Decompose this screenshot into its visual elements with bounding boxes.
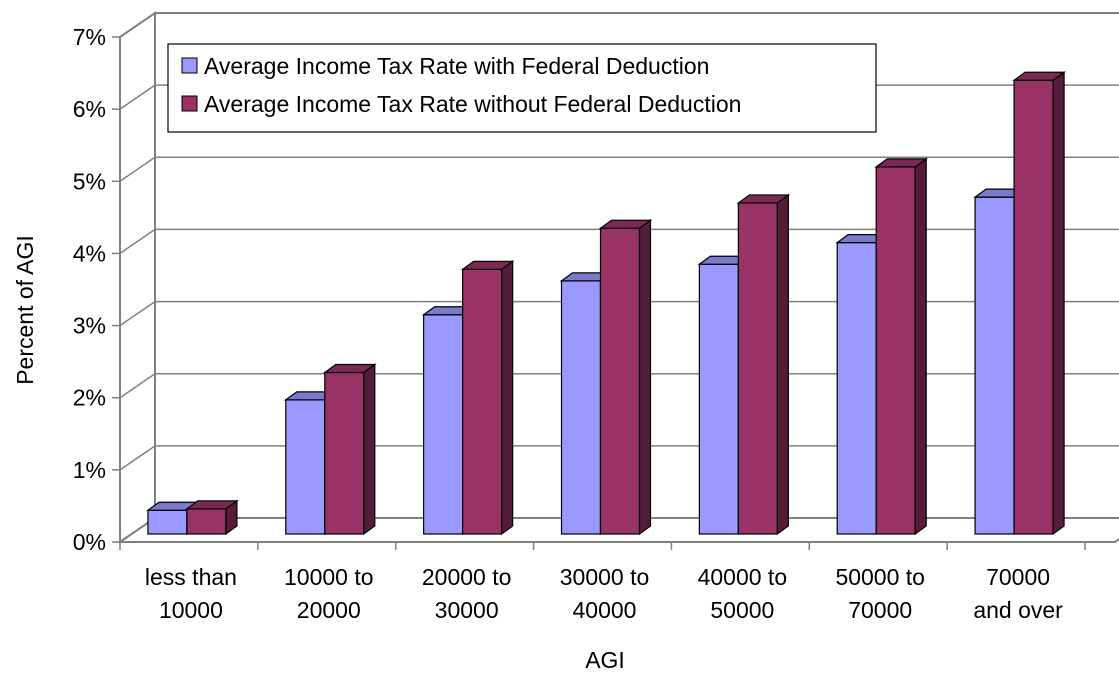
bar-side [914,157,927,536]
y-tick-label: 0% [73,529,106,555]
bar-side [1052,71,1065,536]
legend: Average Income Tax Rate with Federal Ded… [167,43,877,133]
bar-top [736,194,791,204]
y-tick-label: 4% [73,240,106,266]
bar-top [322,363,377,374]
x-tick-label: 40000 to [698,564,788,590]
bar [185,499,239,536]
x-tick-label: 70000 [848,597,912,623]
bar-front [285,399,326,535]
bar-side [501,260,514,536]
bar-front [147,509,188,535]
y-tick-label: 5% [73,168,106,194]
bar [322,363,377,536]
legend-swatch [181,57,198,74]
y-axis-title: Percent of AGI [12,235,38,385]
legend-box [167,43,877,133]
bar [874,157,929,536]
bar-front [875,166,916,535]
bar-top [874,158,929,168]
bars [146,71,1066,536]
bar [1012,71,1066,536]
x-tick-label: 40000 [573,597,637,623]
bar-front [974,196,1015,535]
bar-front [423,314,464,535]
x-tick-label: 10000 [159,597,223,623]
y-axis-ticks: 0% 1% 2% 3% 4% 5% 6% 7% [73,24,120,555]
y-tick-label: 3% [73,313,106,339]
legend-label: Average Income Tax Rate without Federal … [204,91,741,117]
y-tick-label: 2% [73,385,106,411]
gridline [119,228,1119,255]
bar-front [324,371,365,535]
bar [460,260,515,536]
bar [736,193,791,536]
bar-side [776,193,789,536]
bar-top [185,500,239,510]
bar-front [186,508,227,535]
bar-top [1012,71,1066,81]
gridline [119,445,1119,471]
bar [598,219,653,536]
y-tick-label: 6% [73,96,106,122]
bar-front [560,280,602,535]
bar-front [698,263,739,535]
bar-side [363,363,376,536]
x-tick-label: 70000 [986,564,1050,590]
bar-front [599,227,641,535]
x-tick-label: and over [973,597,1063,623]
x-tick-label: 20000 [297,597,361,623]
x-axis-title: AGI [585,647,625,673]
bar-front [737,202,778,535]
gridline [119,372,1119,399]
y-tick-label: 7% [73,24,106,50]
legend-label: Average Income Tax Rate with Federal Ded… [204,53,709,79]
y-tick-label: 1% [73,457,106,483]
x-tick-label: 50000 to [835,564,925,590]
bar-top [460,260,515,270]
bar-front [1013,79,1054,535]
x-tick-label: 30000 [435,597,499,623]
x-tick-label: less than [145,564,237,590]
gridline [119,156,1119,182]
legend-swatch [181,95,198,112]
x-tick-label: 20000 to [422,564,512,590]
bar-side [638,219,652,536]
bar-front [836,242,877,535]
x-tick-label: 30000 to [560,564,650,590]
x-tick-label: 50000 [710,597,774,623]
gridline [119,12,1119,38]
side-wall [119,11,156,544]
gridline [119,300,1119,327]
bar-front [462,268,503,535]
x-tick-label: 10000 to [284,564,374,590]
bar-top [598,219,653,229]
x-axis-ticks: less than 10000 10000 to 20000 20000 to 30000… [119,542,1086,623]
